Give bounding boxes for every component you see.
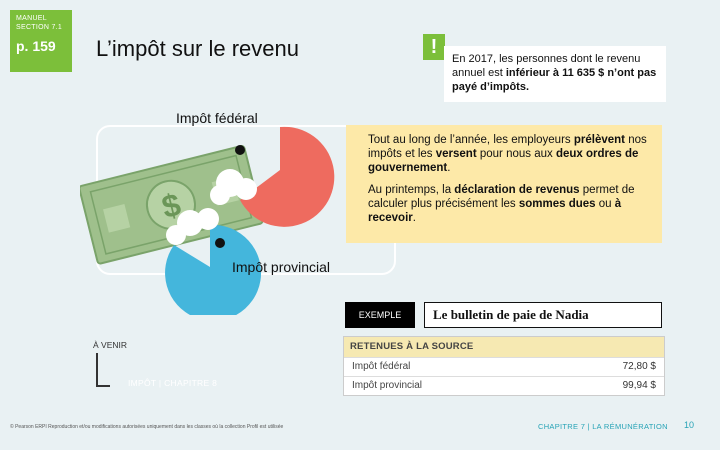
pay-stub: RETENUES À LA SOURCE Impôt fédéral 72,80… <box>343 336 665 396</box>
money-illustration: $ <box>80 126 335 315</box>
info-bold: versent <box>435 148 477 160</box>
manual-badge: MANUEL SECTION 7.1 p. 159 <box>10 10 72 72</box>
info-box: Tout au long de l’année, les employeurs … <box>346 125 662 243</box>
info-paragraph-2: Au printemps, la déclaration de revenus … <box>368 183 652 225</box>
info-text: permet de calculer plus précisément les <box>368 184 635 210</box>
coming-up-link[interactable]: IMPÔT | CHAPITRE 8 <box>128 378 218 388</box>
badge-page: p. 159 <box>16 38 56 54</box>
stub-row-label: Impôt provincial <box>352 380 423 391</box>
stub-row: Impôt fédéral 72,80 $ <box>344 357 664 376</box>
stub-row: Impôt provincial 99,94 $ <box>344 376 664 395</box>
page-title: L’impôt sur le revenu <box>96 36 299 61</box>
info-text: nos impôts et les <box>368 134 647 160</box>
label-federal: Impôt fédéral <box>176 110 258 126</box>
info-text: Tout au long de l’année, les employeurs <box>368 134 574 146</box>
info-bold: deux ordres de gouvernement <box>368 148 639 174</box>
example-title: Le bulletin de paie de Nadia <box>424 302 662 328</box>
footer-copyright: © Pearson ERPI Reproduction et/ou modifi… <box>10 424 284 430</box>
page-number: 10 <box>684 420 695 430</box>
info-text: pour nous aux <box>476 148 556 160</box>
info-bold: déclaration de revenus <box>454 184 580 196</box>
info-text: . <box>412 212 416 224</box>
coming-up-connector <box>96 353 110 387</box>
example-tag: EXEMPLE <box>345 302 415 328</box>
footer-chapter: CHAPITRE 7 | LA RÉMUNÉRATION <box>538 422 668 431</box>
label-provincial: Impôt provincial <box>232 259 331 275</box>
exclamation-icon: ! <box>423 34 445 60</box>
provincial-pie-icon <box>165 208 262 315</box>
coming-up-label: À VENIR <box>93 340 128 350</box>
info-bold: sommes dues <box>518 198 596 210</box>
alert-box: En 2017, les personnes dont le revenu an… <box>444 46 666 102</box>
info-bold: prélèvent <box>573 134 625 146</box>
badge-section: SECTION 7.1 <box>16 24 63 31</box>
federal-pie-icon <box>210 126 335 227</box>
alert-text: En 2017, les personnes dont le revenu an… <box>452 53 641 79</box>
info-text: ou <box>595 198 615 210</box>
stub-row-amount: 99,94 $ <box>622 380 656 391</box>
info-paragraph-1: Tout au long de l’année, les employeurs … <box>368 133 652 175</box>
alert-bold: inférieur à 11 635 $ n’ont pas payé d’im… <box>452 67 657 93</box>
info-bold: à recevoir <box>368 198 622 224</box>
stub-row-label: Impôt fédéral <box>352 361 411 372</box>
info-text: . <box>447 162 451 174</box>
stub-row-amount: 72,80 $ <box>622 361 656 372</box>
badge-manual: MANUEL <box>16 15 47 22</box>
info-text: Au printemps, la <box>368 184 455 196</box>
stub-header: RETENUES À LA SOURCE <box>344 337 664 357</box>
